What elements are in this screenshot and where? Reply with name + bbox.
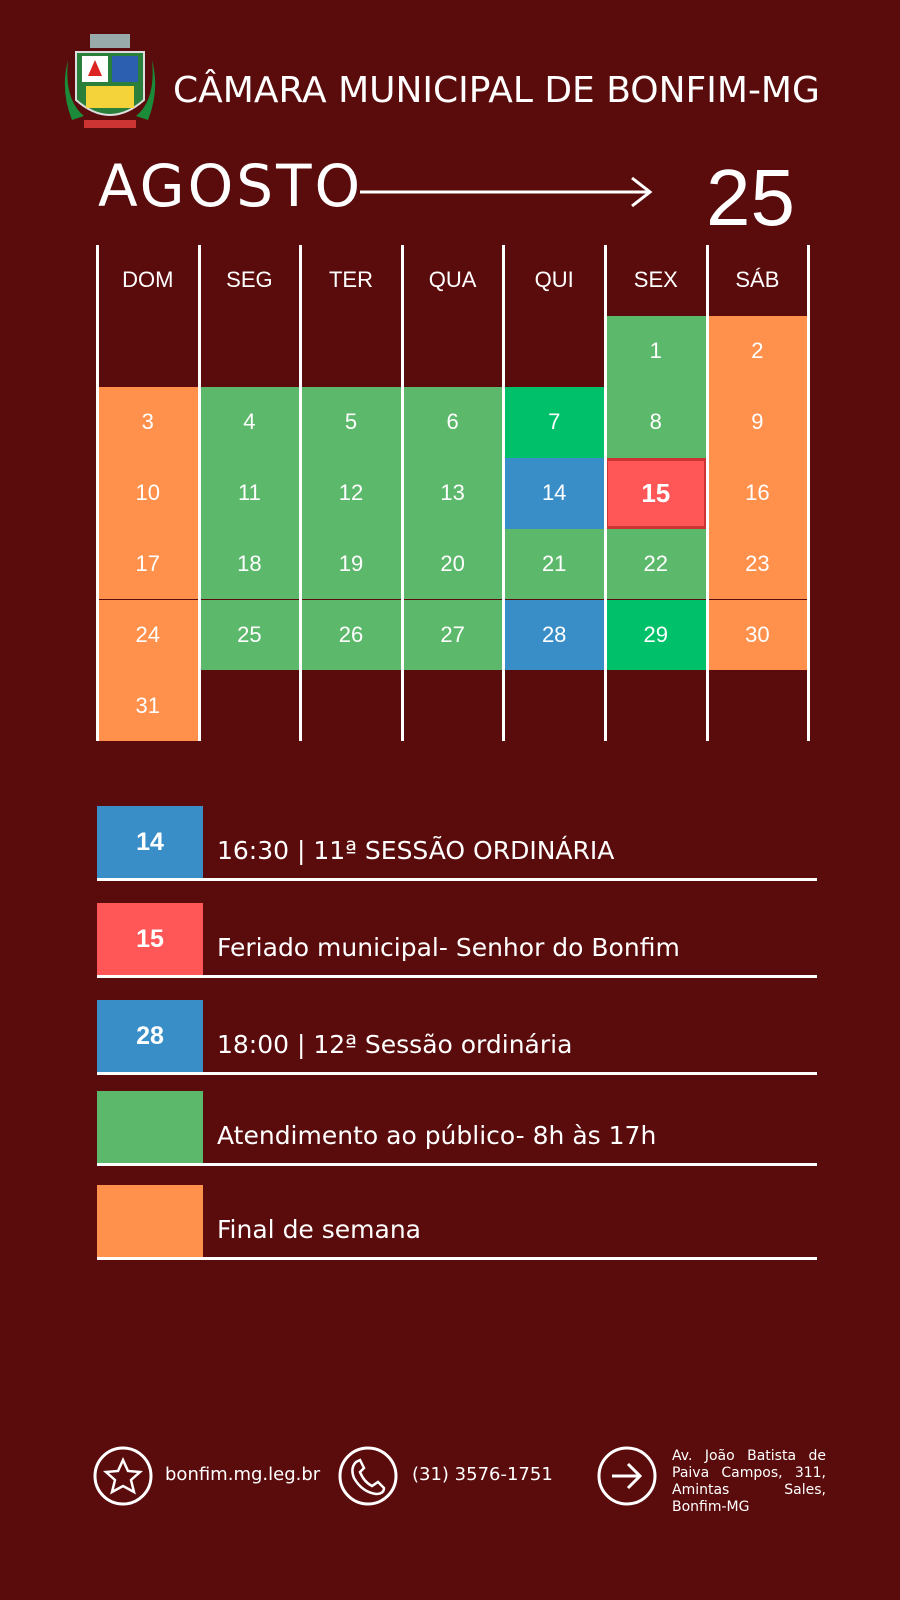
legend-badge: 15	[97, 903, 203, 975]
grid-line	[807, 245, 811, 741]
title: CÂMARA MUNICIPAL DE BONFIM-MG	[173, 70, 820, 111]
day-cell: 18	[198, 528, 301, 600]
day-cell: 12	[300, 457, 402, 529]
day-cell: 2	[706, 315, 809, 387]
day-cell: 26	[300, 599, 402, 671]
footer-icons	[93, 1446, 657, 1506]
weekday: QUI	[534, 267, 574, 293]
legend-item: 14 16:30 | 11ª SESSÃO ORDINÁRIA	[97, 806, 817, 881]
legend-text: 16:30 | 11ª SESSÃO ORDINÁRIA	[217, 836, 615, 865]
weekday: QUA	[428, 267, 477, 293]
address: Av. João Batista de Paiva Campos, 311, A…	[672, 1448, 826, 1515]
day-cell: 6	[401, 386, 504, 458]
legend-badge: 28	[97, 1000, 203, 1072]
day-cell: 13	[401, 457, 504, 529]
day-cell: 23	[706, 528, 809, 600]
day-cell: 22	[605, 528, 707, 600]
legend-text: Feriado municipal- Senhor do Bonfim	[217, 933, 680, 962]
year: 25	[706, 153, 795, 242]
grid-line	[96, 245, 99, 741]
coat-of-arms	[64, 34, 156, 128]
day-cell: 10	[97, 457, 199, 529]
weekday: SEX	[633, 267, 678, 293]
day-cell: 20	[401, 528, 504, 600]
day-cell: 30	[706, 599, 809, 671]
day-cell: 21	[503, 528, 605, 600]
grid-line	[705, 245, 709, 741]
grid-line	[502, 245, 506, 741]
day-cell: 8	[605, 386, 707, 458]
weekday: DOM	[122, 267, 174, 293]
day-cell: 14	[503, 457, 605, 529]
day-cell: 3	[97, 386, 199, 458]
legend-badge	[97, 1091, 203, 1163]
day-cell: 31	[97, 670, 199, 742]
phone: (31) 3576-1751	[412, 1464, 553, 1485]
weekday: SEG	[226, 267, 273, 293]
day-cell: 9	[706, 386, 809, 458]
day-cell: 24	[97, 599, 199, 671]
legend-item: 28 18:00 | 12ª Sessão ordinária	[97, 1000, 817, 1075]
weekday: TER	[328, 267, 373, 293]
weekday: SÁB	[735, 267, 780, 293]
legend-text: Final de semana	[217, 1215, 422, 1244]
grid-line	[604, 245, 607, 741]
day-cell: 17	[97, 528, 199, 600]
grid-line	[299, 245, 303, 741]
website: bonfim.mg.leg.br	[165, 1464, 321, 1485]
legend-text: Atendimento ao público- 8h às 17h	[217, 1121, 657, 1150]
legend-item: 15 Feriado municipal- Senhor do Bonfim	[97, 903, 817, 978]
legend-badge: 14	[97, 806, 203, 878]
day-cell: 25	[198, 599, 301, 671]
legend-item: Final de semana	[97, 1185, 817, 1260]
day-cell: 4	[198, 386, 301, 458]
day-cell: 27	[401, 599, 504, 671]
legend-badge	[97, 1185, 203, 1257]
day-cell: 28	[503, 599, 605, 671]
day-cell: 1	[605, 315, 707, 387]
day-cell: 16	[706, 457, 809, 529]
day-cell: 5	[300, 386, 402, 458]
day-cell: 11	[198, 457, 301, 529]
month: AGOSTO	[98, 152, 364, 220]
day-cell: 19	[300, 528, 402, 600]
day-cell: 7	[503, 386, 605, 458]
day-cell: 15	[605, 457, 707, 529]
day-cell: 29	[605, 599, 707, 671]
grid-line	[400, 245, 404, 741]
legend-text: 18:00 | 12ª Sessão ordinária	[217, 1030, 573, 1059]
arrow	[360, 176, 653, 208]
grid-line	[197, 245, 201, 741]
legend-item: Atendimento ao público- 8h às 17h	[97, 1091, 817, 1166]
